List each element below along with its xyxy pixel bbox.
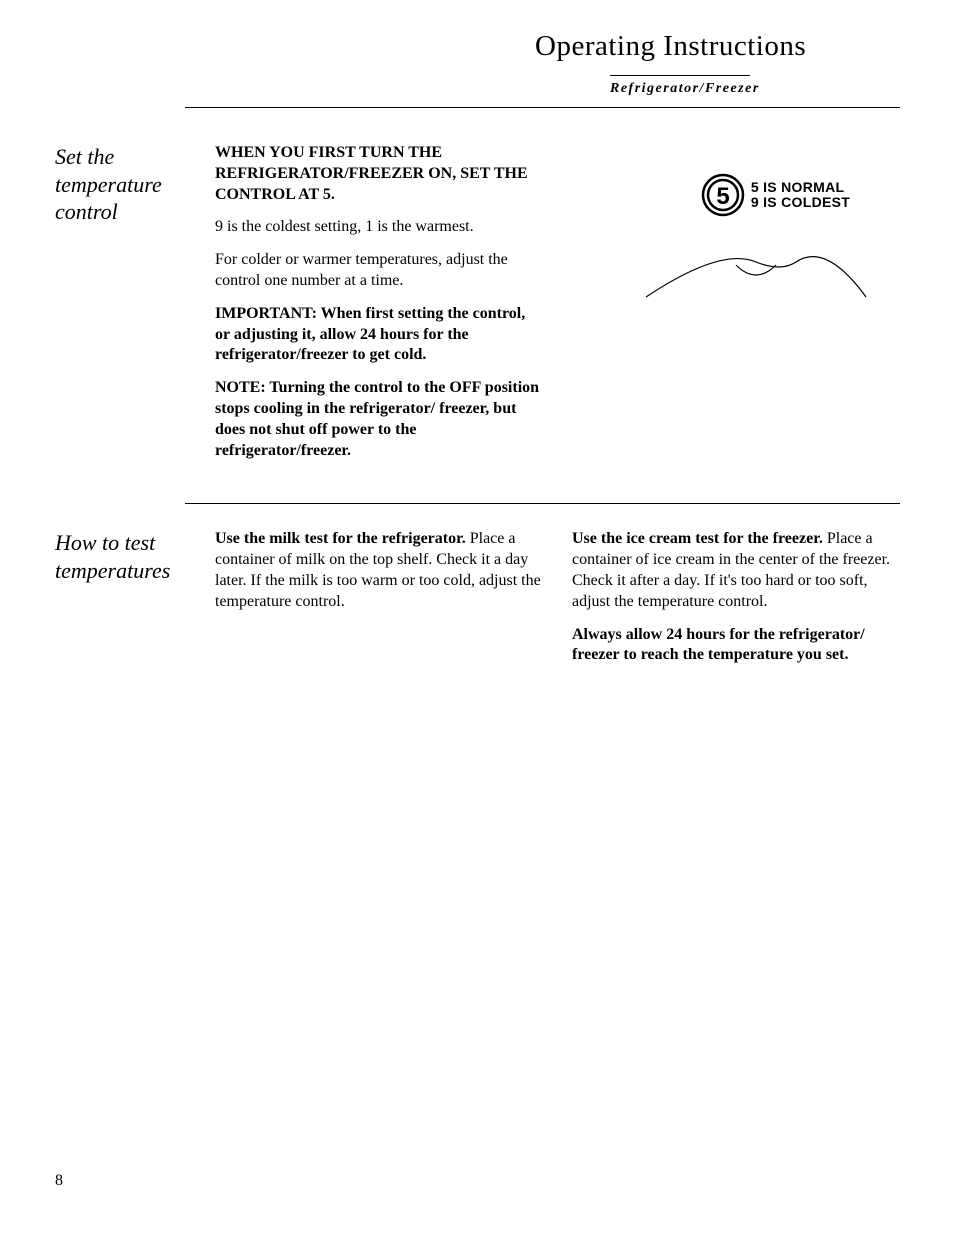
page-subtitle: Refrigerator/Freezer (610, 81, 890, 97)
page-number: 8 (55, 1172, 63, 1190)
dial-label: 5 IS NORMAL 9 IS COLDEST (751, 180, 850, 209)
dial-illustration: 5 5 IS NORMAL 9 IS COLDEST (572, 143, 899, 473)
section-temperature-control: Set the temperature control WHEN YOU FIR… (55, 143, 899, 473)
paragraph: 9 is the coldest setting, 1 is the warme… (215, 217, 542, 238)
paragraph: For colder or warmer temperatures, adjus… (215, 250, 542, 292)
paragraph: WHEN YOU FIRST TURN THE REFRIGERATOR/FRE… (215, 143, 542, 205)
divider (610, 75, 750, 76)
divider (185, 503, 900, 504)
paragraph: Always allow 24 hours for the refrigerat… (572, 625, 899, 667)
dial-base-icon (641, 237, 871, 307)
page-title: Operating Instructions (535, 30, 899, 63)
body-column-left: Use the milk test for the refrigerator. … (215, 529, 542, 678)
section-heading: Set the temperature control (55, 143, 215, 473)
divider (185, 107, 900, 108)
dial-icon: 5 (701, 173, 745, 217)
paragraph: Use the milk test for the refrigerator. … (215, 529, 542, 612)
section-test-temperatures: How to test temperatures Use the milk te… (55, 529, 899, 678)
paragraph: NOTE: Turning the control to the OFF pos… (215, 378, 542, 461)
paragraph: Use the ice cream test for the freezer. … (572, 529, 899, 612)
paragraph: IMPORTANT: When first setting the contro… (215, 304, 542, 366)
section-heading: How to test temperatures (55, 529, 215, 678)
body-column: WHEN YOU FIRST TURN THE REFRIGERATOR/FRE… (215, 143, 542, 473)
body-column-right: Use the ice cream test for the freezer. … (572, 529, 899, 678)
svg-text:5: 5 (716, 183, 729, 210)
